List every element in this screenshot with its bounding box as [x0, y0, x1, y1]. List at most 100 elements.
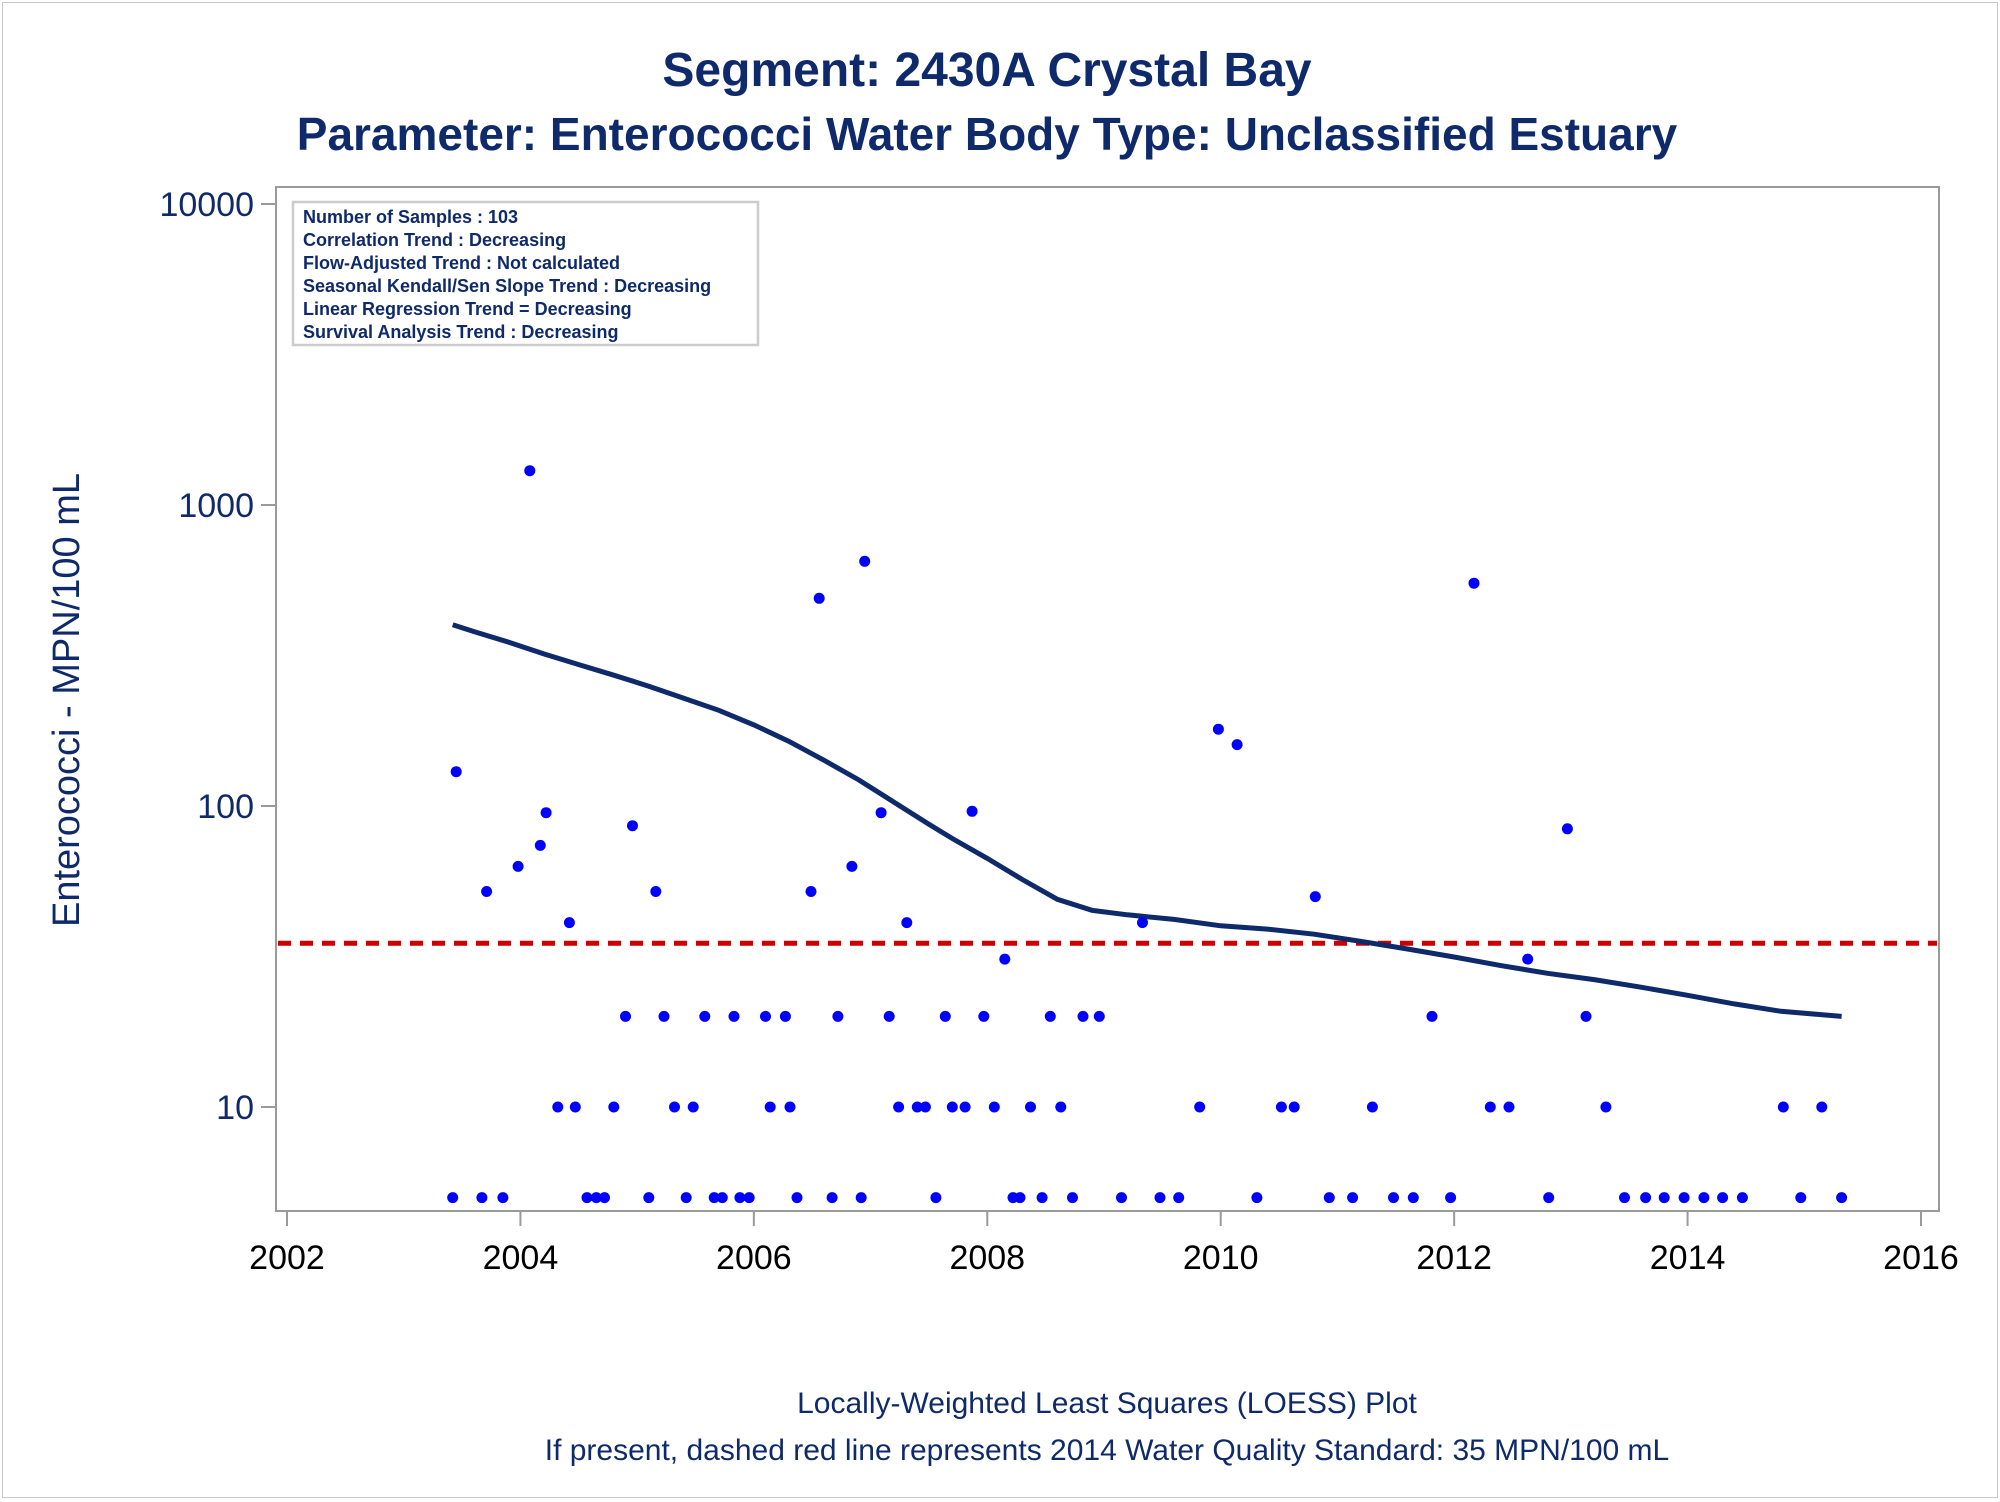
data-point-66 — [1093, 1010, 1105, 1022]
data-point-9 — [534, 839, 546, 851]
data-point-22 — [658, 1010, 670, 1022]
data-point-26 — [699, 1010, 711, 1022]
y-tick-label-10: 10 — [216, 1089, 254, 1127]
y-axis-label: Enterococci - MPN/100 mL — [46, 473, 88, 927]
data-point-29 — [728, 1010, 740, 1022]
data-point-74 — [1251, 1192, 1263, 1204]
data-point-38 — [813, 592, 825, 604]
info-linear-regression-trend: Linear Regression Trend = Decreasing — [303, 299, 632, 319]
data-point-82 — [1407, 1192, 1419, 1204]
info-samples: Number of Samples : 103 — [303, 207, 518, 227]
data-point-4 — [481, 886, 493, 897]
data-point-47 — [901, 917, 913, 929]
plot-area — [275, 186, 1940, 1212]
data-point-43 — [859, 555, 871, 567]
data-point-37 — [805, 886, 817, 897]
data-point-3 — [476, 1192, 488, 1204]
data-point-30 — [734, 1192, 746, 1204]
data-point-36 — [791, 1192, 803, 1204]
data-point-69 — [1154, 1192, 1166, 1204]
data-point-77 — [1309, 891, 1321, 903]
data-point-25 — [687, 1101, 699, 1113]
data-point-79 — [1347, 1192, 1359, 1204]
data-point-76 — [1288, 1101, 1300, 1113]
data-point-54 — [966, 805, 978, 817]
data-point-51 — [939, 1010, 951, 1022]
chart-svg: Segment: 2430A Crystal Bay Parameter: En… — [46, 44, 1959, 1467]
data-point-70 — [1173, 1192, 1185, 1204]
data-point-61 — [1036, 1192, 1048, 1204]
x-tick-label-2006: 2006 — [716, 1239, 792, 1277]
data-point-83 — [1426, 1010, 1438, 1022]
data-point-39 — [826, 1192, 838, 1204]
data-point-60 — [1025, 1101, 1036, 1113]
info-box: Number of Samples : 103 Correlation Tren… — [291, 200, 760, 347]
data-point-5 — [497, 1192, 509, 1204]
data-point-98 — [1717, 1192, 1729, 1204]
data-point-103 — [1836, 1192, 1848, 1204]
x-tick-label-2016: 2016 — [1883, 1239, 1959, 1277]
data-point-63 — [1055, 1101, 1067, 1113]
data-point-84 — [1445, 1192, 1457, 1204]
data-point-7 — [512, 860, 524, 872]
data-point-85 — [1468, 577, 1480, 589]
data-points — [447, 248, 1848, 1204]
data-point-93 — [1619, 1192, 1630, 1204]
x-tick-label-2014: 2014 — [1650, 1239, 1726, 1277]
data-point-13 — [569, 1101, 581, 1113]
info-survival-analysis-trend: Survival Analysis Trend : Decreasing — [303, 322, 618, 342]
data-point-87 — [1503, 1101, 1515, 1113]
data-point-71 — [1194, 1101, 1206, 1113]
data-point-18 — [620, 1010, 631, 1022]
data-point-64 — [1067, 1192, 1078, 1204]
data-point-35 — [784, 1101, 796, 1113]
data-point-31 — [743, 1192, 755, 1204]
x-tick-label-2002: 2002 — [249, 1239, 325, 1277]
data-point-96 — [1678, 1192, 1690, 1204]
data-point-24 — [680, 1192, 692, 1204]
data-point-67 — [1116, 1192, 1127, 1204]
data-point-50 — [930, 1192, 942, 1204]
data-point-16 — [599, 1192, 610, 1204]
data-point-10 — [540, 807, 552, 819]
data-point-56 — [988, 1101, 1000, 1113]
data-point-12 — [563, 917, 575, 929]
data-point-45 — [883, 1010, 895, 1022]
chart-subtitle: Parameter: Enterococci Water Body Type: … — [297, 108, 1678, 160]
data-point-59 — [1014, 1192, 1026, 1204]
data-point-55 — [978, 1010, 990, 1022]
data-point-23 — [669, 1101, 680, 1113]
data-point-80 — [1366, 1101, 1378, 1113]
x-tick-label-2008: 2008 — [949, 1239, 1025, 1277]
data-point-78 — [1323, 1192, 1335, 1204]
data-point-92 — [1600, 1101, 1612, 1113]
data-point-95 — [1658, 1192, 1670, 1204]
data-point-46 — [893, 1101, 905, 1113]
data-point-99 — [1736, 1192, 1748, 1204]
info-box-border — [291, 200, 760, 347]
data-point-1 — [447, 1192, 459, 1204]
data-point-62 — [1044, 1010, 1056, 1022]
data-point-90 — [1561, 823, 1573, 835]
data-point-65 — [1077, 1010, 1089, 1022]
y-tick-label-10000: 10000 — [159, 186, 254, 224]
data-point-21 — [650, 886, 662, 897]
data-point-101 — [1795, 1192, 1807, 1204]
data-point-86 — [1484, 1101, 1496, 1113]
y-tick-label-100: 100 — [197, 788, 254, 826]
footnote-standard: If present, dashed red line represents 2… — [545, 1434, 1670, 1467]
data-point-91 — [1580, 1010, 1592, 1022]
data-point-15 — [590, 1192, 602, 1204]
data-point-72 — [1212, 723, 1224, 735]
footnote-loess: Locally-Weighted Least Squares (LOESS) P… — [797, 1387, 1417, 1420]
data-point-28 — [716, 1192, 728, 1204]
data-point-81 — [1388, 1192, 1399, 1204]
data-point-27 — [708, 1192, 720, 1204]
data-point-97 — [1698, 1192, 1710, 1204]
data-point-44 — [875, 807, 887, 819]
info-seasonal-kendall-trend: Seasonal Kendall/Sen Slope Trend : Decre… — [303, 276, 711, 296]
data-point-52 — [946, 1101, 958, 1113]
x-tick-label-2004: 2004 — [483, 1239, 559, 1277]
loess-curve — [451, 622, 1842, 1019]
